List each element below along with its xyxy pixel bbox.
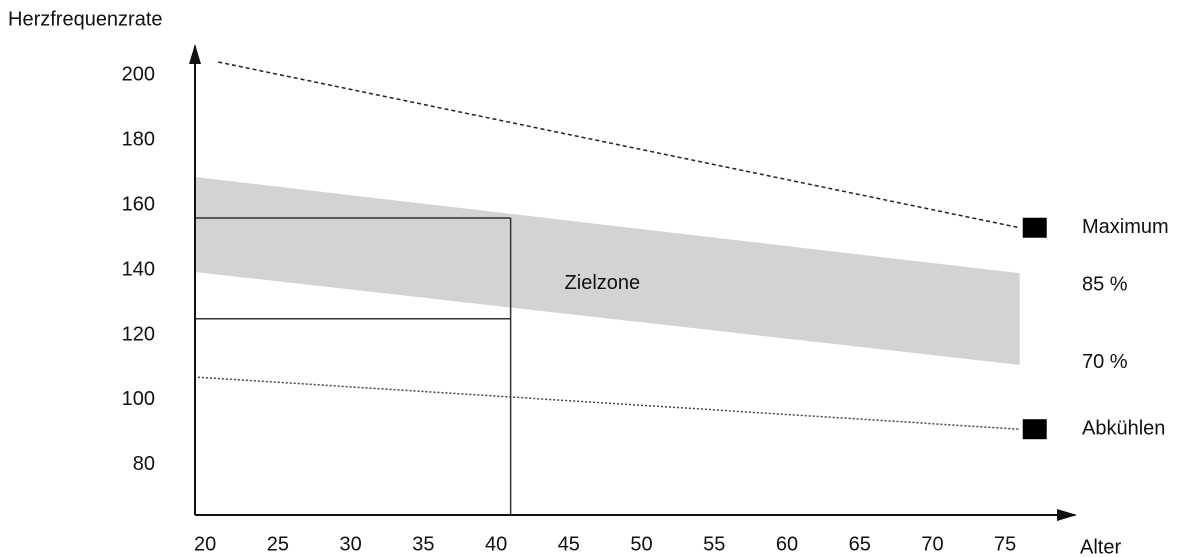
y-tick-label: 180 bbox=[122, 128, 155, 150]
legend-label: Maximum bbox=[1082, 216, 1169, 238]
upper-label: 85 % bbox=[1082, 274, 1128, 296]
x-tick-label: 25 bbox=[267, 533, 289, 555]
zone-label: Zielzone bbox=[565, 272, 641, 294]
lower-label: 70 % bbox=[1082, 351, 1128, 373]
x-tick-label: 40 bbox=[485, 533, 507, 555]
x-tick-label: 20 bbox=[194, 533, 216, 555]
series-line bbox=[218, 61, 1020, 229]
y-tick-label: 80 bbox=[133, 453, 155, 475]
x-tick-label: 50 bbox=[630, 533, 652, 555]
x-tick-label: 35 bbox=[412, 533, 434, 555]
y-tick-label: 120 bbox=[122, 323, 155, 345]
y-tick-label: 160 bbox=[122, 193, 155, 215]
x-tick-label: 65 bbox=[849, 533, 871, 555]
legend-marker bbox=[1022, 217, 1047, 238]
legend-marker bbox=[1022, 419, 1047, 440]
series-line bbox=[197, 376, 1020, 430]
x-axis-label: Alter bbox=[1080, 536, 1121, 557]
target-zone bbox=[195, 177, 1020, 365]
y-tick-label: 100 bbox=[122, 388, 155, 410]
x-tick-label: 45 bbox=[558, 533, 580, 555]
x-tick-label: 55 bbox=[703, 533, 725, 555]
x-tick-label: 30 bbox=[340, 533, 362, 555]
y-tick-label: 140 bbox=[122, 258, 155, 280]
x-tick-label: 70 bbox=[921, 533, 943, 555]
y-tick-label: 200 bbox=[122, 63, 155, 85]
x-tick-label: 60 bbox=[776, 533, 798, 555]
x-tick-label: 75 bbox=[994, 533, 1016, 555]
y-axis-label: Herzfrequenzrate bbox=[8, 8, 163, 30]
legend-label: Abkühlen bbox=[1082, 417, 1165, 439]
